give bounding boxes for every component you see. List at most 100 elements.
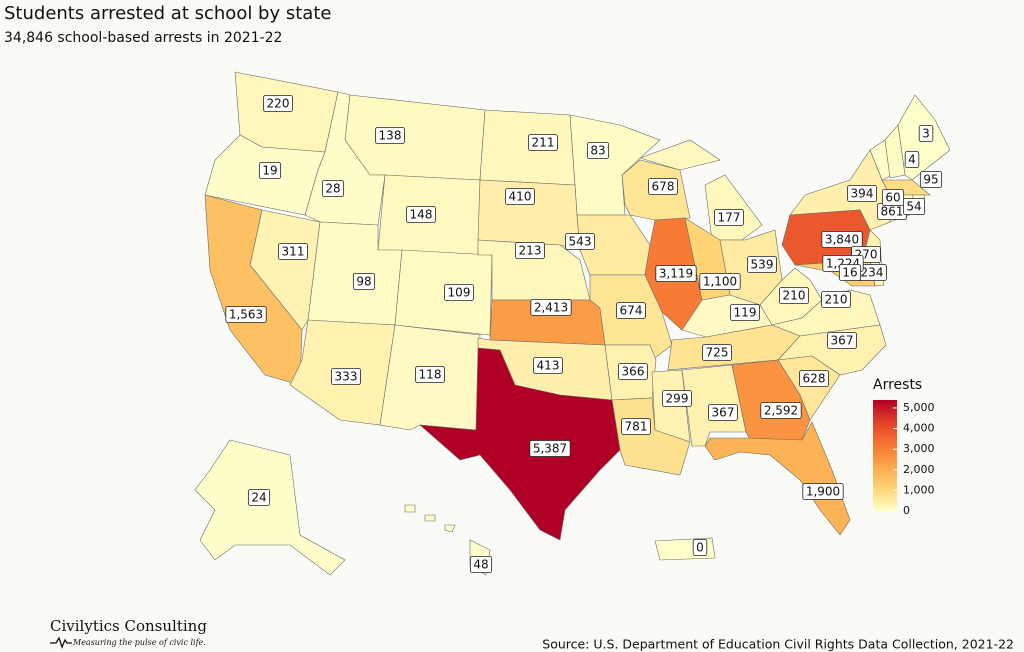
state	[884, 124, 906, 179]
legend: Arrests 0 1,000 2,000 3,000 4,000 5,000	[873, 377, 935, 517]
color-bar	[873, 400, 897, 511]
label-box	[263, 95, 293, 112]
label-box	[247, 489, 271, 506]
label-box	[692, 539, 708, 556]
states	[194, 71, 951, 576]
value-label: 861	[881, 205, 904, 219]
brand: Civilytics Consulting	[50, 617, 207, 635]
brand-icon	[50, 636, 72, 649]
label-box	[648, 178, 678, 195]
label-box	[919, 171, 943, 188]
state	[394, 249, 493, 336]
label-box	[702, 344, 732, 361]
value-label: 333	[335, 370, 358, 384]
value-label: 3,119	[659, 267, 693, 281]
label-box	[714, 209, 744, 226]
state	[704, 421, 851, 536]
value-label: 543	[569, 235, 592, 249]
value-label: 5,387	[533, 442, 567, 456]
label-box	[586, 142, 610, 159]
label-box	[469, 556, 493, 573]
color-tick-label: 3,000	[903, 442, 935, 455]
value-label: 1,100	[703, 275, 737, 289]
label-box	[902, 198, 926, 215]
value-label: 366	[622, 365, 645, 379]
label-box	[838, 264, 862, 281]
value-label: 3	[922, 127, 930, 141]
value-label: 148	[410, 208, 433, 222]
value-label: 213	[519, 244, 542, 258]
value-label: 16	[842, 266, 857, 280]
value-label: 210	[783, 289, 806, 303]
value-label: 54	[906, 200, 921, 214]
label-box	[779, 287, 809, 304]
value-label: 394	[851, 187, 874, 201]
value-label: 628	[803, 372, 826, 386]
label-box	[528, 134, 558, 151]
subtitle: 34,846 school-based arrests in 2021-22	[4, 30, 282, 46]
value-label: 211	[532, 136, 555, 150]
label-box	[847, 185, 877, 202]
state	[234, 71, 339, 153]
value-label: 413	[537, 359, 560, 373]
label-box	[827, 332, 857, 349]
state	[344, 94, 486, 181]
value-label: 2,592	[764, 404, 798, 418]
color-tick-label: 2,000	[903, 463, 935, 476]
label-box	[730, 304, 760, 321]
label-box	[529, 440, 571, 457]
value-label: 118	[419, 368, 442, 382]
value-label: 2,413	[534, 301, 568, 315]
label-box	[802, 483, 844, 500]
value-label: 0	[696, 541, 704, 555]
tagline: Measuring the pulse of civic life.	[72, 638, 206, 647]
value-label: 109	[448, 286, 471, 300]
value-label: 311	[282, 245, 305, 259]
color-tick-label: 0	[903, 504, 910, 517]
label-box	[331, 368, 361, 385]
state	[479, 109, 576, 186]
label-box	[505, 188, 535, 205]
color-tick-label: 1,000	[903, 483, 935, 496]
value-label: 177	[718, 211, 741, 225]
label-box	[530, 299, 572, 316]
value-label: 95	[923, 173, 938, 187]
value-label: 138	[379, 129, 402, 143]
color-tick-label: 5,000	[903, 401, 935, 414]
label-box	[799, 370, 829, 387]
value-label: 48	[473, 558, 488, 572]
label-box	[225, 306, 267, 323]
value-label: 220	[267, 97, 290, 111]
label-box	[352, 273, 376, 290]
value-label: 119	[734, 306, 757, 320]
label-box	[321, 180, 345, 197]
value-label: 28	[325, 182, 340, 196]
value-label: 367	[712, 406, 735, 420]
label-box	[708, 404, 738, 421]
state	[731, 359, 811, 441]
value-label: 678	[652, 180, 675, 194]
value-label: 210	[825, 293, 848, 307]
value-label: 539	[751, 258, 774, 272]
value-label: 98	[356, 275, 371, 289]
state	[419, 347, 621, 541]
label-box	[881, 189, 905, 206]
value-label: 410	[509, 190, 532, 204]
label-box	[655, 265, 697, 282]
value-label: 725	[706, 346, 729, 360]
value-label: 4	[908, 153, 916, 167]
state	[611, 397, 691, 476]
legend-title: Arrests	[873, 377, 922, 393]
value-label: 24	[251, 491, 266, 505]
label-box	[904, 151, 920, 168]
value-label: 367	[831, 334, 854, 348]
label-box	[515, 242, 545, 259]
value-label: 234	[861, 266, 884, 280]
label-box	[258, 162, 282, 179]
label-box	[565, 233, 595, 250]
value-label: 1,563	[229, 308, 263, 322]
value-label: 3,840	[825, 233, 859, 247]
label-box	[821, 291, 851, 308]
